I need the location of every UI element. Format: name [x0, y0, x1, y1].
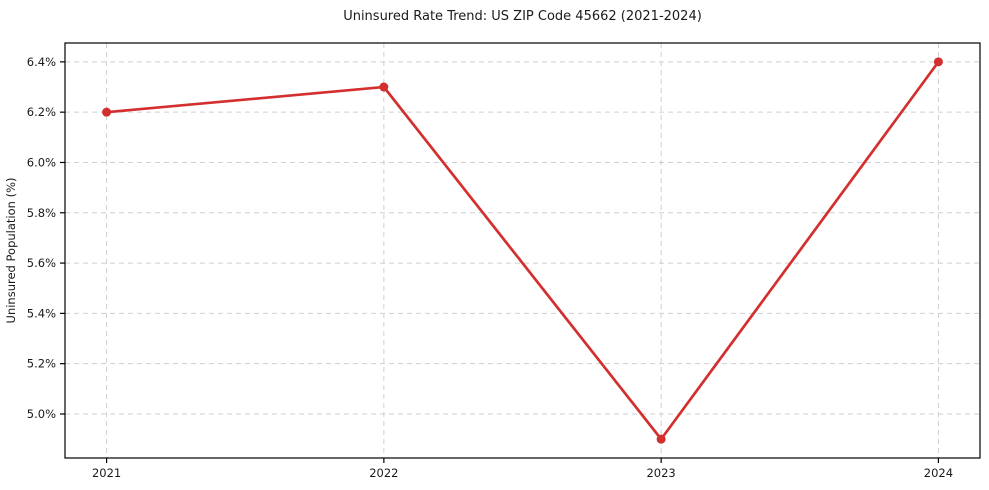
y-tick-label: 6.0% [27, 155, 56, 169]
x-tick-label: 2024 [924, 466, 953, 480]
y-tick-label: 5.4% [27, 306, 56, 320]
x-tick-label: 2023 [646, 466, 675, 480]
y-tick-label: 5.8% [27, 206, 56, 220]
y-tick-label: 5.0% [27, 407, 56, 421]
plot-border [64, 42, 981, 459]
y-tick-label: 6.4% [27, 55, 56, 69]
x-tick-label: 2022 [369, 466, 398, 480]
axes: 5.0% 5.2% 5.4% 5.6% 5.8% 6.0% 6.2% 6.4% 2021 2022… [27, 42, 981, 480]
y-tick-label: 5.6% [27, 256, 56, 270]
y-tick-label: 5.2% [27, 357, 56, 371]
data-point [102, 107, 112, 117]
y-axis-label: Uninsured Population (%) [4, 178, 18, 324]
trend-line [105, 60, 940, 441]
data-point [933, 57, 943, 67]
y-tick-label: 6.2% [27, 105, 56, 119]
trend-line-series [102, 57, 943, 444]
gridlines [65, 43, 980, 458]
data-point [379, 82, 389, 92]
chart-title: Uninsured Rate Trend: US ZIP Code 45662 … [343, 9, 702, 24]
data-point [656, 434, 666, 444]
x-tick-label: 2021 [92, 466, 121, 480]
